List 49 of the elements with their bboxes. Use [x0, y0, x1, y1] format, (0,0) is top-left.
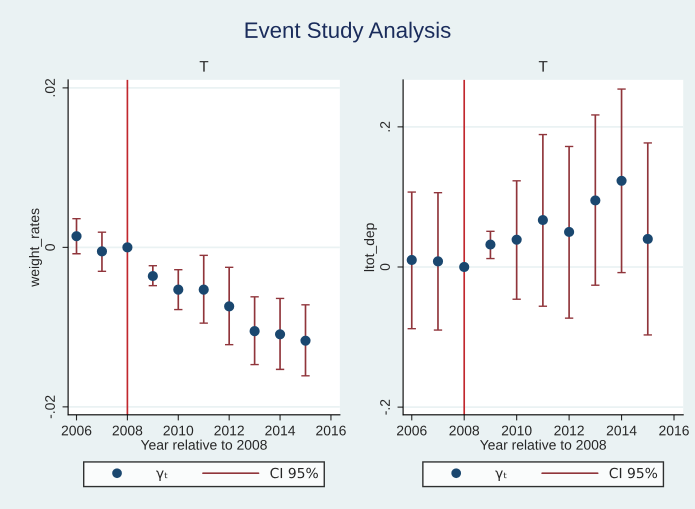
point [564, 226, 574, 238]
y-tick-label: .02 [45, 78, 55, 96]
y-tick-label: .2 [380, 122, 390, 132]
x-tick-label: 2010 [502, 426, 532, 436]
point [224, 301, 234, 312]
point [71, 231, 82, 242]
point [198, 284, 209, 295]
x-tick-label: 2014 [606, 426, 637, 436]
x-tick-label: 2006 [62, 426, 92, 436]
text: CI 95% [610, 468, 658, 478]
text: γₜ [156, 470, 168, 481]
point [459, 262, 470, 272]
point [173, 284, 184, 295]
x-tick-label: 2016 [316, 426, 346, 436]
text: CI 95% [270, 468, 318, 478]
point [250, 326, 260, 336]
point [432, 256, 444, 266]
y-tick-label: 0 [380, 264, 390, 270]
point [274, 329, 286, 340]
point [406, 254, 417, 266]
y-axis-title: ltot_dep [364, 223, 377, 272]
x-tick-label: 2008 [112, 426, 142, 436]
point [485, 239, 496, 250]
point [96, 246, 108, 256]
x-tick-label: 2016 [659, 426, 689, 436]
point [122, 242, 132, 252]
chart-subtitle: T [538, 61, 548, 72]
x-tick-label: 2012 [214, 426, 244, 436]
point [538, 214, 548, 226]
point [590, 195, 600, 206]
point [300, 336, 311, 346]
x-axis-title: Year relative to 2008 [480, 440, 606, 450]
point [512, 234, 522, 245]
x-tick-label: 2006 [397, 426, 427, 436]
chart-title: Event Study Analysis [246, 22, 450, 42]
y-tick-label: 0 [45, 244, 55, 251]
text: γₜ [495, 470, 507, 481]
point [616, 176, 627, 186]
x-tick-label: 2010 [164, 426, 194, 436]
y-axis-title: weight_rates [29, 208, 42, 287]
point [642, 234, 653, 244]
point [148, 270, 158, 282]
x-tick-label: 2014 [265, 426, 296, 436]
y-tick-label: -.02 [45, 396, 55, 418]
y-tick-label: -.2 [380, 400, 390, 415]
x-axis-title: Year relative to 2008 [140, 440, 267, 450]
x-tick-label: 2012 [554, 426, 584, 436]
x-tick-label: 2008 [449, 426, 480, 436]
chart-subtitle: T [200, 61, 208, 72]
